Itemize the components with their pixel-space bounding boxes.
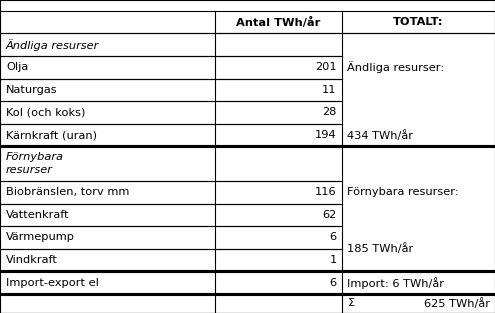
Text: Import-export el: Import-export el — [6, 278, 99, 288]
Text: 625 TWh/år: 625 TWh/år — [424, 298, 490, 309]
Text: Naturgas: Naturgas — [6, 85, 57, 95]
Text: Förnybara resurser:: Förnybara resurser: — [347, 187, 459, 197]
Text: 201: 201 — [315, 62, 337, 72]
Text: 11: 11 — [322, 85, 337, 95]
Text: 62: 62 — [322, 210, 337, 220]
Text: 116: 116 — [315, 187, 337, 197]
Text: Vattenkraft: Vattenkraft — [6, 210, 70, 220]
Text: 434 TWh/år: 434 TWh/år — [347, 130, 413, 141]
Text: Ändliga resurser:: Ändliga resurser: — [347, 61, 445, 73]
Text: Kärnkraft (uran): Kärnkraft (uran) — [6, 130, 97, 140]
Text: 6: 6 — [330, 278, 337, 288]
Text: Import: 6 TWh/år: Import: 6 TWh/år — [347, 277, 445, 289]
Text: 6: 6 — [330, 233, 337, 243]
Text: Vindkraft: Vindkraft — [6, 255, 58, 265]
Text: Förnybara
resurser: Förnybara resurser — [6, 152, 64, 175]
Text: Ändliga resurser: Ändliga resurser — [6, 39, 99, 51]
Text: 194: 194 — [315, 130, 337, 140]
Text: Biobränslen, torv mm: Biobränslen, torv mm — [6, 187, 129, 197]
Text: 185 TWh/år: 185 TWh/år — [347, 243, 414, 254]
Text: 1: 1 — [329, 255, 337, 265]
Text: Σ: Σ — [347, 299, 355, 308]
Text: Kol (och koks): Kol (och koks) — [6, 107, 85, 117]
Text: Antal TWh/år: Antal TWh/år — [236, 17, 321, 28]
Text: Olja: Olja — [6, 62, 28, 72]
Text: Värmepump: Värmepump — [6, 233, 75, 243]
Text: 28: 28 — [322, 107, 337, 117]
Text: TOTALT:: TOTALT: — [393, 17, 444, 27]
